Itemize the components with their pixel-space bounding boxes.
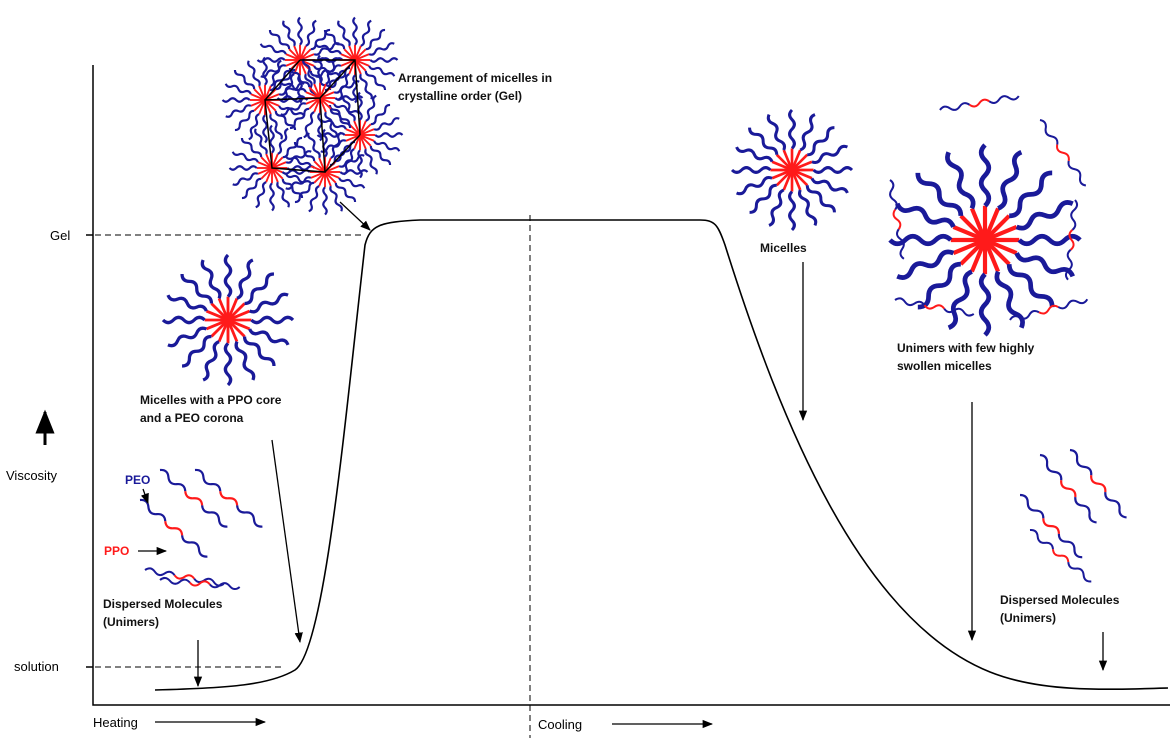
- viscosity-label: Viscosity: [6, 468, 58, 483]
- swollen-micelle: [888, 94, 1088, 335]
- annotation-line: Unimers with few highly: [897, 341, 1035, 355]
- annotation-line: Arrangement of micelles in: [398, 71, 552, 85]
- diagram: Gel solution Viscosity Heating Cooling: [0, 0, 1176, 738]
- annotation-line: Dispersed Molecules: [103, 597, 223, 611]
- annotation-line: (Unimers): [1000, 611, 1056, 625]
- unimers-left: [138, 468, 264, 590]
- annotation-line: Dispersed Molecules: [1000, 593, 1120, 607]
- annotation-line: Micelles with a PPO core: [140, 393, 282, 407]
- annotation-line: (Unimers): [103, 615, 159, 629]
- axes: [93, 65, 1170, 705]
- solution-label: solution: [14, 659, 59, 674]
- micelle: [732, 110, 852, 230]
- annotation-arrow: [272, 440, 300, 642]
- unimers-right: [1018, 448, 1129, 583]
- gel-lattice: [223, 17, 403, 214]
- annotation-line: swollen micelles: [897, 359, 992, 373]
- annotation-line: Micelles: [760, 241, 807, 255]
- cooling-label: Cooling: [538, 717, 582, 732]
- axis-ticks: [86, 235, 93, 667]
- ppo-label: PPO: [104, 544, 129, 558]
- heating-label: Heating: [93, 715, 138, 730]
- annotation-line: crystalline order (Gel): [398, 89, 522, 103]
- annotation-line: and a PEO corona: [140, 411, 244, 425]
- gel-label: Gel: [50, 228, 70, 243]
- peo-label: PEO: [125, 473, 150, 487]
- annotation-arrow: [340, 202, 370, 230]
- micelle: [163, 255, 293, 385]
